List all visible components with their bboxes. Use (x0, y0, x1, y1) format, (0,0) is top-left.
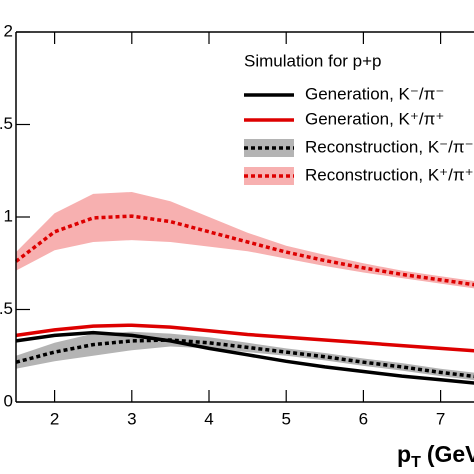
y-tick-label: 0 (4, 391, 13, 410)
series-line (15, 338, 474, 379)
x-tick-label: 5 (281, 409, 290, 428)
y-tick-label: 0.5 (0, 299, 13, 318)
series-line (14, 214, 474, 287)
error-band (16, 192, 474, 289)
x-tick-label: 2 (50, 409, 59, 428)
x-tick-label: 6 (359, 409, 368, 428)
legend-label: Reconstruction, K⁺/π⁺ (305, 165, 474, 184)
y-tick-label: 1 (4, 206, 13, 225)
series-line (15, 330, 474, 385)
y-tick-label: 2 (4, 21, 13, 40)
series-line (15, 323, 474, 353)
legend-label: Reconstruction, K⁻/π⁻ (305, 137, 474, 156)
y-tick-label: 1.5 (0, 114, 13, 133)
x-label-main: p (397, 441, 411, 467)
lines (14, 214, 474, 385)
legend: Simulation for p+p Generation, K⁻/π⁻ Gene… (244, 51, 474, 185)
x-tick-label: 7 (436, 409, 445, 428)
x-tick-label: 3 (127, 409, 136, 428)
x-tick-label: 4 (204, 409, 213, 428)
error-band (16, 331, 474, 381)
legend-label: Generation, K⁻/π⁻ (305, 84, 444, 103)
legend-label: Generation, K⁺/π⁺ (305, 109, 444, 128)
x-axis-label: pT (GeV/c) (397, 441, 474, 471)
axes: 2 3 4 5 6 7 0 0.5 1 1.5 2 (0, 21, 474, 428)
x-label-unit: (GeV/c) (427, 441, 474, 467)
legend-title: Simulation for p+p (244, 51, 382, 70)
x-label-sub: T (411, 454, 421, 471)
